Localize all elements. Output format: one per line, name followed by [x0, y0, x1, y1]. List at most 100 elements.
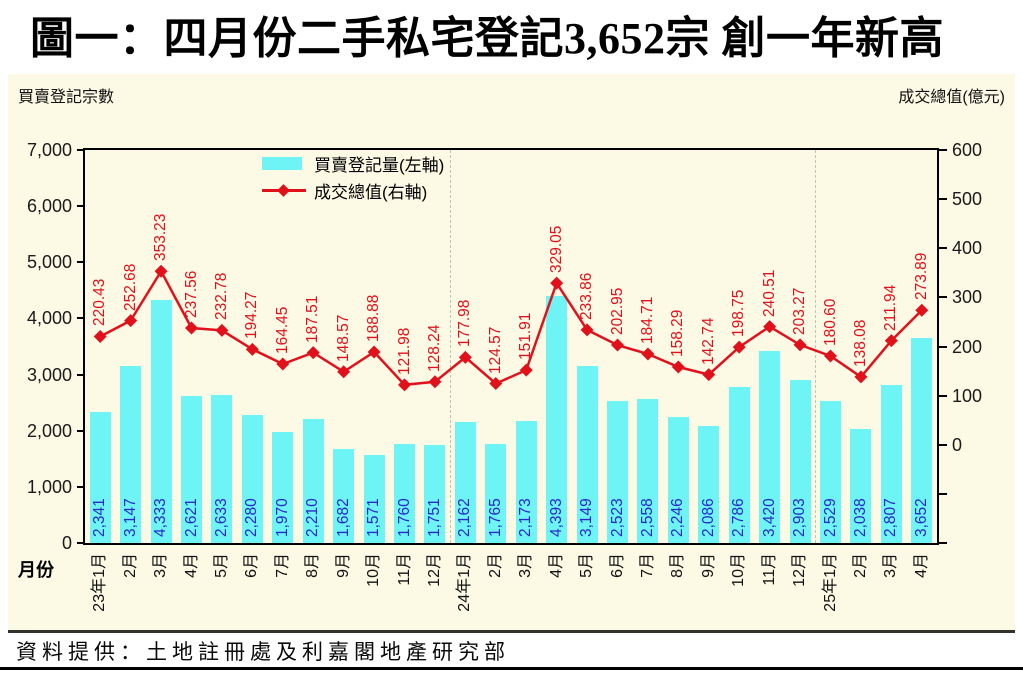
line-value-label: 240.51 — [760, 269, 778, 317]
footer-source: 資料提供：土地註冊處及利嘉閣地產研究部 — [16, 641, 510, 664]
left-axis-tick — [77, 261, 85, 264]
left-axis-title: 買賣登記宗數 — [18, 89, 115, 106]
bar — [485, 443, 507, 543]
line-point-marker — [915, 303, 929, 317]
legend-item-bar: 買賣登記量(左軸) — [262, 150, 444, 177]
line-point-marker — [428, 375, 442, 389]
bar — [272, 432, 294, 543]
left-axis-tick-label: 2,000 — [26, 420, 72, 441]
line-point-marker — [185, 321, 198, 335]
left-axis-tick-label: 1,000 — [26, 476, 72, 497]
right-axis-tick — [939, 296, 947, 299]
left-axis-tick — [77, 205, 85, 208]
line-point-marker — [732, 340, 746, 354]
line-value-label: 353.23 — [152, 213, 170, 262]
right-axis-tick-label: 0 — [952, 434, 963, 455]
x-axis-title: 月份 — [18, 560, 54, 580]
line-point-marker — [398, 378, 411, 392]
left-axis-tick — [77, 485, 85, 488]
legend-item-line: 成交總值(右軸) — [262, 177, 444, 204]
x-axis-label: 25年1月 — [821, 553, 839, 612]
x-axis-label: 2月 — [851, 553, 869, 578]
line-point-marker — [884, 334, 898, 348]
line-point-marker — [611, 338, 624, 352]
x-axis-label: 3月 — [152, 553, 170, 578]
right-axis-title: 成交總值(億元) — [898, 89, 1005, 106]
line-value-label: 164.45 — [273, 306, 291, 354]
line-value-label: 220.43 — [91, 279, 109, 327]
line-value-label: 211.94 — [882, 284, 900, 331]
bar — [333, 448, 355, 543]
line-value-label: 142.74 — [699, 317, 717, 365]
x-axis-label: 2月 — [121, 553, 139, 578]
right-axis-tick — [939, 542, 947, 544]
line-value-label: 148.57 — [334, 314, 352, 362]
x-axis-label: 4月 — [182, 553, 200, 578]
bar — [789, 380, 811, 543]
x-axis-label: 12月 — [425, 553, 443, 587]
right-axis-tick — [939, 149, 947, 151]
line-value-label: 151.91 — [517, 312, 535, 361]
line-value-label: 158.29 — [669, 309, 687, 357]
year-separator — [450, 150, 452, 543]
bar — [637, 399, 659, 543]
x-axis-label: 24年1月 — [456, 553, 474, 612]
bar — [120, 366, 142, 543]
x-axis-label: 11月 — [395, 553, 413, 586]
left-axis-tick-label: 5,000 — [26, 252, 72, 273]
bar — [546, 296, 568, 543]
line-value-label: 184.71 — [638, 296, 656, 344]
line-value-label: 124.57 — [486, 326, 504, 374]
line-value-label: 198.75 — [730, 289, 748, 338]
bar — [667, 416, 689, 543]
bar — [515, 421, 537, 543]
legend-bar-label: 買賣登記量(左軸) — [314, 156, 445, 175]
x-axis-label: 8月 — [669, 553, 687, 578]
x-axis-label: 3月 — [517, 553, 535, 578]
right-axis-tick-label: 200 — [952, 336, 983, 357]
line-point-marker — [489, 377, 503, 391]
bar — [241, 414, 263, 543]
x-axis-label: 5月 — [578, 553, 596, 578]
line-value-label: 237.56 — [182, 270, 200, 319]
line-point-marker — [550, 276, 564, 290]
x-axis-label: 9月 — [334, 553, 352, 578]
line-point-marker — [854, 370, 868, 384]
left-axis-tick-label: 6,000 — [26, 196, 72, 217]
line-point-marker — [215, 323, 229, 337]
bar — [728, 386, 750, 543]
bar — [150, 299, 172, 543]
right-axis-tick-label: 300 — [952, 287, 983, 308]
bar — [454, 421, 476, 543]
x-axis-label: 4月 — [912, 553, 930, 578]
line-point-marker — [793, 338, 807, 352]
bar — [880, 385, 902, 543]
bar — [302, 418, 324, 543]
line-value-label: 233.86 — [578, 272, 596, 320]
left-axis-tick — [77, 149, 85, 151]
line-point-marker — [519, 363, 533, 377]
line-value-label: 273.89 — [912, 252, 930, 301]
line-value-label: 121.98 — [395, 327, 413, 375]
left-axis-tick — [77, 317, 85, 320]
bar — [89, 411, 111, 543]
line-value-label: 177.98 — [456, 299, 474, 348]
x-axis-label: 9月 — [699, 553, 717, 578]
x-axis-label: 11月 — [760, 553, 778, 586]
x-axis-label: 7月 — [638, 553, 656, 578]
right-axis-tick — [939, 492, 947, 495]
bar-swatch-icon — [262, 157, 302, 170]
right-axis-tick — [939, 443, 947, 446]
line-value-label: 180.60 — [821, 298, 839, 347]
bar — [363, 454, 385, 543]
x-axis-label: 3月 — [882, 553, 900, 578]
line-value-label: 203.27 — [791, 287, 809, 335]
right-axis-tick-label: 400 — [952, 238, 983, 259]
line-path — [99, 268, 923, 387]
bar — [759, 350, 781, 543]
chart-title: 圖一：四月份二手私宅登記3,652宗 創一年新高 — [30, 14, 944, 63]
right-axis-tick — [939, 345, 947, 348]
bar — [850, 428, 872, 543]
year-separator — [815, 150, 817, 543]
